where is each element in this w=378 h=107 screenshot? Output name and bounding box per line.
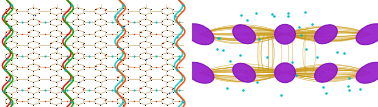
Ellipse shape [233,25,255,44]
Ellipse shape [233,63,255,82]
Ellipse shape [185,62,214,83]
Ellipse shape [185,24,214,45]
Ellipse shape [356,62,378,83]
Ellipse shape [315,63,337,82]
Ellipse shape [275,25,295,44]
Ellipse shape [275,63,295,82]
Ellipse shape [356,24,378,45]
Ellipse shape [315,25,337,44]
